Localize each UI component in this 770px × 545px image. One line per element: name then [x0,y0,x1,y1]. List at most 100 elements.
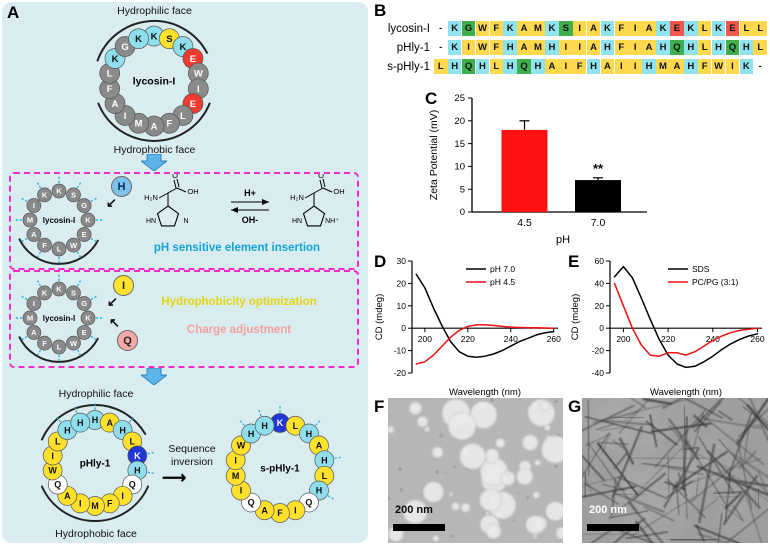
sequence-name: pHly-1 [396,41,430,54]
svg-text:L: L [57,343,62,352]
svg-text:60: 60 [595,256,605,266]
svg-text:Zeta Potential (mV): Zeta Potential (mV) [428,110,440,200]
residue-cell: I [461,40,476,55]
svg-text:lycosin-I: lycosin-I [43,314,75,323]
cd-spectra-membrane-chart: -40 -20 0 20 40 60 200 220 240 260 Wavelength (nm)… [568,253,768,404]
svg-text:10: 10 [454,162,465,173]
residue-cell: K [684,21,698,36]
scale-bar-label-g: 200 nm [589,504,627,516]
tem-image-g [582,398,768,543]
residue-cell: F [697,59,712,74]
svg-text:H: H [321,455,328,465]
residue-cell: H [586,59,601,74]
svg-text:0: 0 [599,323,604,333]
residue-cell: I [628,59,642,74]
svg-text:A: A [31,230,37,239]
histidine-protonation-scheme: H₂N O OH HN N H₂N O OH HN NH⁺ H+ OH- [135,171,353,243]
residue-cell: I [559,40,573,55]
residue-cell: I [614,59,629,74]
residue-cell: H [545,40,559,55]
zeta-potential-bar-chart: 0 5 10 15 20 25 Zeta Potential (mV) 4.5 7.0 ** pH [424,86,661,259]
svg-text:4.5: 4.5 [517,217,532,229]
residue-cell: H [711,40,726,55]
residue-cell: M [531,21,545,36]
svg-text:-20: -20 [592,346,605,356]
svg-text:220: 220 [461,334,475,344]
svg-text:CD (mdeg): CD (mdeg) [570,294,581,340]
residue-cell: K [447,40,462,55]
svg-text:H: H [92,415,99,425]
svg-text:A: A [64,491,71,501]
svg-text:F: F [166,119,172,130]
residue-cell: L [434,59,448,74]
residue-cell: E [725,21,740,36]
svg-text:0: 0 [460,207,465,218]
residue-cell: H [684,40,698,55]
inserted-glutamine-badge: Q [117,330,138,351]
residue-cell: A [670,59,684,74]
svg-text:H: H [64,425,71,435]
svg-text:W: W [194,69,203,80]
inserted-histidine-badge: H [111,176,132,197]
svg-text:pH 7.0: pH 7.0 [490,264,515,274]
svg-text:pH: pH [556,234,570,246]
panel-label-g: G [568,397,582,416]
svg-text:I: I [33,201,35,210]
residue-cell: H [739,40,754,55]
svg-text:K: K [277,418,284,428]
svg-text:K: K [112,54,119,65]
svg-text:H₂N: H₂N [290,193,304,202]
residue-cell: A [517,21,531,36]
svg-text:20: 20 [454,116,465,127]
svg-text:G: G [121,42,128,53]
svg-text:20: 20 [397,278,407,288]
svg-text:Wavelength (nm): Wavelength (nm) [449,387,521,398]
svg-text:H: H [134,466,141,476]
svg-text:A: A [316,441,323,451]
scale-bar-g [587,524,639,531]
svg-text:I: I [79,499,82,509]
residue-cell: Q [725,40,740,55]
svg-text:K: K [56,285,62,294]
sequence-name: s-pHly-1 [387,60,430,73]
svg-text:H: H [306,429,313,439]
svg-text:L: L [107,69,113,80]
svg-text:K: K [42,191,48,200]
residue-cell: H [684,59,698,74]
svg-text:S: S [71,191,76,200]
svg-text:K: K [56,187,62,196]
svg-text:K: K [85,216,91,225]
hydrophilic-face-label-bottom: Hydrophilic face [58,388,134,400]
svg-text:M: M [27,216,33,225]
residue-cell: H [503,40,517,55]
svg-text:F: F [42,241,47,250]
residue-cell: A [642,40,656,55]
residue-cell: I [628,21,642,36]
svg-text:s-pHly-1: s-pHly-1 [260,464,300,475]
svg-text:Q: Q [305,498,312,508]
svg-text:200: 200 [616,334,630,344]
svg-text:I: I [33,299,35,308]
svg-text:L: L [57,245,62,254]
svg-text:M: M [135,119,143,130]
residue-cell: A [600,59,615,74]
svg-text:I: I [234,455,237,465]
residue-cell: F [614,40,629,55]
svg-text:I: I [294,506,297,516]
residue-cell: A [517,40,531,55]
svg-text:40: 40 [595,278,605,288]
hydrophobic-face-label-bottom: Hydrophobic face [55,528,137,540]
svg-text:K: K [85,314,91,323]
svg-text:E: E [82,230,87,239]
residue-cell: H [503,59,517,74]
svg-text:pHly-1: pHly-1 [80,459,111,470]
svg-text:S: S [166,34,172,45]
hydrophilic-face-label-top: Hydrophilic face [117,5,192,17]
residue-cell: H [447,59,462,74]
svg-text:200: 200 [418,334,432,344]
svg-text:M: M [91,501,99,511]
insert-arrow-icon: ↖ [109,315,120,330]
